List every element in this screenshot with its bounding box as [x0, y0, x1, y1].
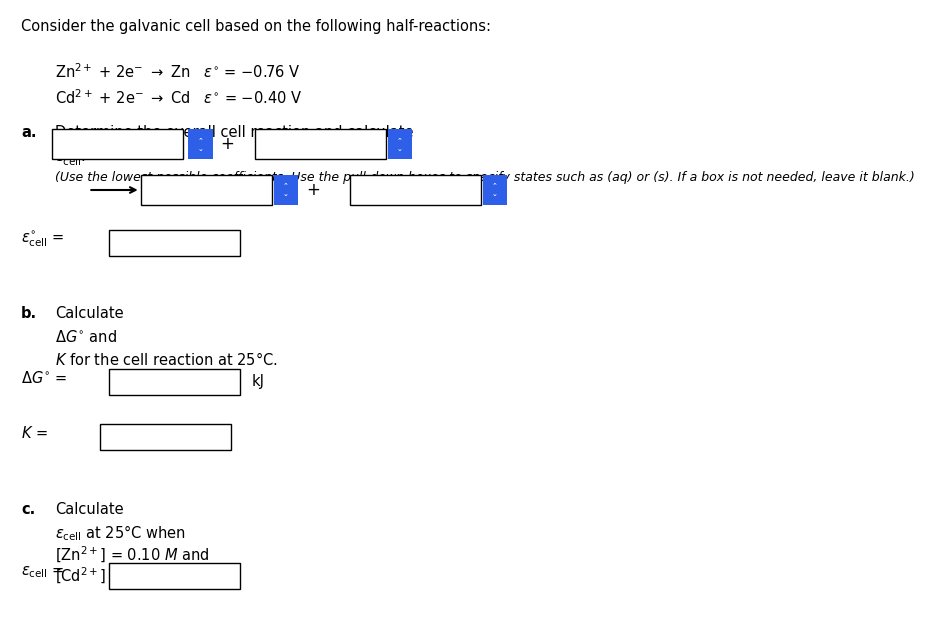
Text: Calculate: Calculate [55, 503, 124, 518]
Text: Determine the overall cell reaction and calculate: Determine the overall cell reaction and … [55, 125, 413, 140]
Text: $K$ =: $K$ = [21, 425, 48, 441]
Text: Calculate: Calculate [55, 306, 124, 321]
Text: Consider the galvanic cell based on the following half-reactions:: Consider the galvanic cell based on the … [21, 19, 491, 34]
Bar [52, 129, 183, 159]
Text: $\varepsilon_{\mathregular{cell}}$ at 25°C when: $\varepsilon_{\mathregular{cell}}$ at 25… [55, 524, 186, 544]
Text: $\left[\mathrm{Zn}^{2+}\right]$ = 0.10 $M$ and: $\left[\mathrm{Zn}^{2+}\right]$ = 0.10 $… [55, 545, 210, 565]
Text: ⌃: ⌃ [198, 137, 203, 143]
Text: $\Delta G^{\circ}$ =: $\Delta G^{\circ}$ = [21, 370, 67, 386]
Text: ⌄: ⌄ [198, 146, 203, 152]
Bar [255, 129, 386, 159]
Text: $K$ for the cell reaction at 25°C.: $K$ for the cell reaction at 25°C. [55, 351, 277, 368]
Bar [350, 175, 481, 205]
Bar [109, 369, 240, 395]
Text: ⌃: ⌃ [397, 137, 403, 143]
Bar [100, 424, 231, 450]
Text: b.: b. [21, 306, 37, 321]
Text: c.: c. [21, 503, 35, 518]
Text: $\varepsilon^{\circ}_{\mathregular{cell}}$.: $\varepsilon^{\circ}_{\mathregular{cell}… [55, 149, 86, 169]
Bar [483, 175, 507, 205]
Text: ⌃: ⌃ [283, 182, 289, 189]
Bar [109, 230, 240, 256]
Text: Cd$^{2+}$ + 2e$^{-}$ $\rightarrow$ Cd   $\varepsilon^{\circ}$ = $-$0.40 V: Cd$^{2+}$ + 2e$^{-}$ $\rightarrow$ Cd $\… [55, 89, 302, 107]
Text: ⌄: ⌄ [397, 146, 403, 152]
Text: Zn$^{2+}$ + 2e$^{-}$ $\rightarrow$ Zn   $\varepsilon^{\circ}$ = $-$0.76 V: Zn$^{2+}$ + 2e$^{-}$ $\rightarrow$ Zn $\… [55, 62, 301, 81]
Bar [274, 175, 298, 205]
Text: $\varepsilon^{\circ}_{\mathregular{cell}}$ =: $\varepsilon^{\circ}_{\mathregular{cell}… [21, 229, 65, 249]
Text: $\left[\mathrm{Cd}^{2+}\right]$ = 7.2 $\times$ 10$^{-5}$ $M$.: $\left[\mathrm{Cd}^{2+}\right]$ = 7.2 $\… [55, 566, 228, 586]
Bar [141, 175, 272, 205]
Bar [388, 129, 412, 159]
Text: ⌃: ⌃ [492, 182, 498, 189]
Bar [188, 129, 213, 159]
Text: (Use the lowest possible coefficients. Use the pull-down boxes to specify states: (Use the lowest possible coefficients. U… [55, 171, 915, 184]
Text: a.: a. [21, 125, 36, 140]
Text: +: + [220, 136, 235, 153]
Text: kJ: kJ [252, 374, 265, 389]
Text: ⌄: ⌄ [492, 191, 498, 198]
Text: $\varepsilon_{\mathregular{cell}}$ =: $\varepsilon_{\mathregular{cell}}$ = [21, 564, 65, 580]
Text: ⌄: ⌄ [283, 191, 289, 198]
Text: $\Delta G^{\circ}$ and: $\Delta G^{\circ}$ and [55, 329, 117, 345]
Bar [109, 562, 240, 589]
Text: +: + [306, 181, 320, 199]
